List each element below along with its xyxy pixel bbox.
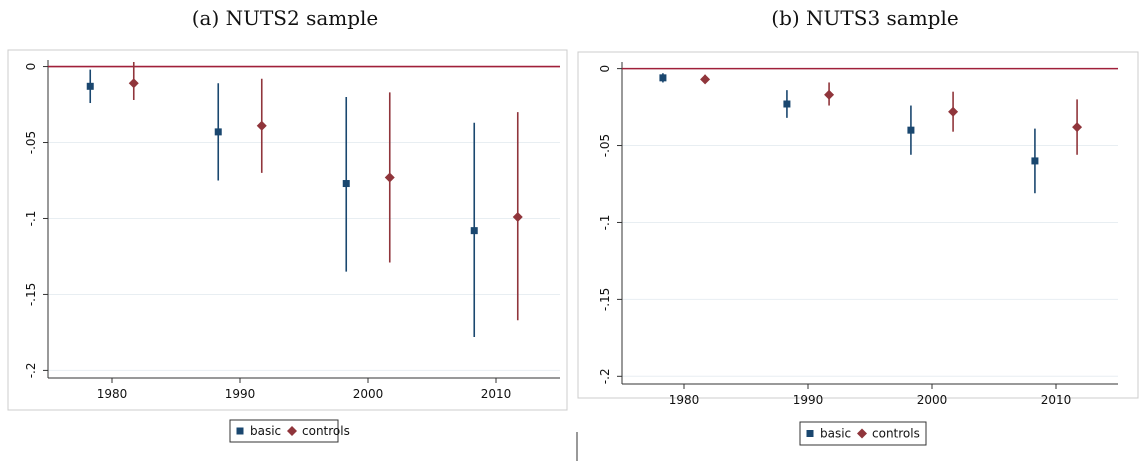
x-tick-label-b-2: 2000 [917,393,948,407]
controls-point-a-3 [512,211,523,222]
legend-marker-basic-b [806,430,814,437]
basic-point-a-2 [342,180,350,188]
y-tick-label-b-4: -.2 [598,368,612,384]
panel-b-chart: 0 -.05 -.1 -.15 -.2 1980 1990 2000 2010 basic cont… [577,51,1139,446]
controls-point-b-0 [700,74,711,85]
legend-box-a [229,419,339,443]
basic-point-a-0 [86,82,94,90]
y-tick-label-a-4: -.2 [24,363,38,379]
controls-point-b-3 [1072,122,1083,133]
legend-marker-controls-b [857,428,867,439]
basic-point-b-3 [1031,157,1039,165]
panel-a-title: (a) NUTS2 sample [191,6,379,30]
controls-point-a-2 [384,172,395,183]
x-tick-label-b-0: 1980 [669,393,700,407]
basic-point-a-1 [214,128,222,136]
basic-point-a-3 [470,227,478,235]
x-tick-label-b-3: 2010 [1041,393,1072,407]
controls-point-a-1 [256,120,267,131]
controls-point-a-0 [128,78,139,89]
x-tick-label-a-3: 2010 [481,387,512,401]
x-tick-label-b-1: 1990 [793,393,824,407]
panel-a-chart: 0 -.05 -.1 -.15 -.2 1980 1990 2000 2010 basic cont… [7,49,568,443]
y-tick-label-a-3: -.15 [24,283,38,306]
y-tick-label-a-2: -.1 [24,211,38,227]
basic-point-b-1 [783,100,791,108]
x-tick-label-a-0: 1980 [97,387,128,401]
y-tick-label-b-0: 0 [598,65,612,73]
y-tick-label-b-3: -.15 [598,288,612,311]
legend-marker-basic-a [236,427,244,435]
panel-b-title: (b) NUTS3 sample [771,6,959,30]
x-tick-label-a-1: 1990 [225,387,256,401]
legend-label-controls-b: controls [872,427,920,441]
y-tick-label-b-1: -.05 [598,134,612,157]
y-tick-label-a-1: -.05 [24,131,38,154]
basic-point-b-0 [659,74,667,82]
chart-frame-a [7,49,568,411]
controls-point-b-2 [948,106,959,117]
y-tick-label-b-2: -.1 [598,215,612,231]
controls-point-b-1 [824,89,835,100]
legend-label-basic-b: basic [820,427,851,441]
legend-marker-controls-a [287,426,297,436]
chart-frame-b [577,51,1139,399]
legend-label-basic-a: basic [250,424,281,438]
basic-point-b-2 [907,126,915,134]
x-tick-label-a-2: 2000 [353,387,384,401]
legend-label-controls-a: controls [302,424,350,438]
y-tick-label-a-0: 0 [24,63,38,71]
